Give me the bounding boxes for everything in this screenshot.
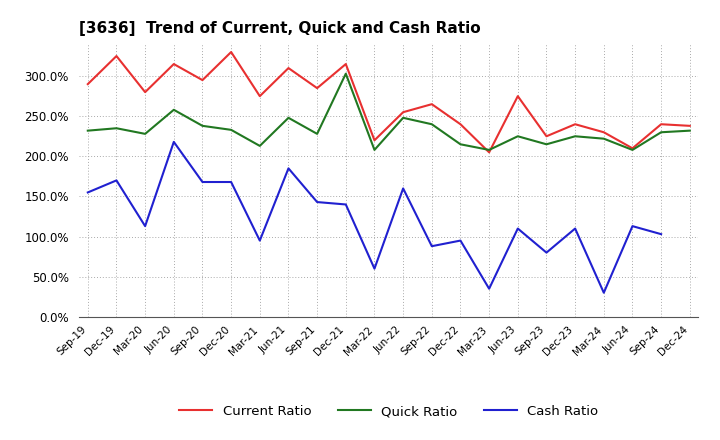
Current Ratio bbox=[485, 150, 493, 155]
Line: Current Ratio: Current Ratio bbox=[88, 52, 690, 152]
Quick Ratio bbox=[485, 147, 493, 153]
Cash Ratio bbox=[341, 202, 350, 207]
Current Ratio bbox=[399, 110, 408, 115]
Quick Ratio bbox=[112, 125, 121, 131]
Current Ratio bbox=[600, 130, 608, 135]
Cash Ratio bbox=[141, 224, 150, 229]
Cash Ratio bbox=[513, 226, 522, 231]
Cash Ratio bbox=[542, 250, 551, 255]
Cash Ratio bbox=[657, 231, 665, 237]
Quick Ratio bbox=[685, 128, 694, 133]
Quick Ratio bbox=[256, 143, 264, 149]
Quick Ratio bbox=[428, 121, 436, 127]
Cash Ratio bbox=[284, 166, 293, 171]
Quick Ratio bbox=[600, 136, 608, 141]
Current Ratio bbox=[685, 123, 694, 128]
Cash Ratio bbox=[227, 180, 235, 185]
Cash Ratio bbox=[456, 238, 465, 243]
Quick Ratio bbox=[513, 134, 522, 139]
Current Ratio bbox=[456, 121, 465, 127]
Quick Ratio bbox=[227, 127, 235, 132]
Current Ratio bbox=[657, 121, 665, 127]
Quick Ratio bbox=[370, 147, 379, 153]
Quick Ratio bbox=[312, 131, 321, 136]
Quick Ratio bbox=[571, 134, 580, 139]
Quick Ratio bbox=[456, 142, 465, 147]
Current Ratio bbox=[198, 77, 207, 83]
Quick Ratio bbox=[284, 115, 293, 121]
Current Ratio bbox=[542, 134, 551, 139]
Cash Ratio bbox=[428, 244, 436, 249]
Current Ratio bbox=[513, 94, 522, 99]
Current Ratio bbox=[571, 121, 580, 127]
Current Ratio bbox=[227, 49, 235, 55]
Quick Ratio bbox=[657, 130, 665, 135]
Cash Ratio bbox=[198, 180, 207, 185]
Cash Ratio bbox=[485, 286, 493, 291]
Current Ratio bbox=[370, 138, 379, 143]
Quick Ratio bbox=[628, 147, 636, 153]
Quick Ratio bbox=[169, 107, 178, 113]
Quick Ratio bbox=[84, 128, 92, 133]
Current Ratio bbox=[428, 102, 436, 107]
Current Ratio bbox=[256, 94, 264, 99]
Quick Ratio bbox=[141, 131, 150, 136]
Cash Ratio bbox=[399, 186, 408, 191]
Current Ratio bbox=[341, 62, 350, 67]
Current Ratio bbox=[284, 66, 293, 71]
Quick Ratio bbox=[399, 115, 408, 121]
Current Ratio bbox=[112, 53, 121, 59]
Cash Ratio bbox=[256, 238, 264, 243]
Quick Ratio bbox=[198, 123, 207, 128]
Quick Ratio bbox=[341, 71, 350, 76]
Line: Cash Ratio: Cash Ratio bbox=[88, 142, 661, 293]
Current Ratio bbox=[169, 62, 178, 67]
Text: [3636]  Trend of Current, Quick and Cash Ratio: [3636] Trend of Current, Quick and Cash … bbox=[79, 21, 481, 36]
Current Ratio bbox=[628, 146, 636, 151]
Line: Quick Ratio: Quick Ratio bbox=[88, 73, 690, 150]
Cash Ratio bbox=[312, 199, 321, 205]
Legend: Current Ratio, Quick Ratio, Cash Ratio: Current Ratio, Quick Ratio, Cash Ratio bbox=[174, 400, 604, 423]
Cash Ratio bbox=[628, 224, 636, 229]
Quick Ratio bbox=[542, 142, 551, 147]
Current Ratio bbox=[312, 85, 321, 91]
Cash Ratio bbox=[84, 190, 92, 195]
Current Ratio bbox=[84, 81, 92, 87]
Current Ratio bbox=[141, 89, 150, 95]
Cash Ratio bbox=[169, 139, 178, 144]
Cash Ratio bbox=[600, 290, 608, 295]
Cash Ratio bbox=[370, 266, 379, 271]
Cash Ratio bbox=[571, 226, 580, 231]
Cash Ratio bbox=[112, 178, 121, 183]
